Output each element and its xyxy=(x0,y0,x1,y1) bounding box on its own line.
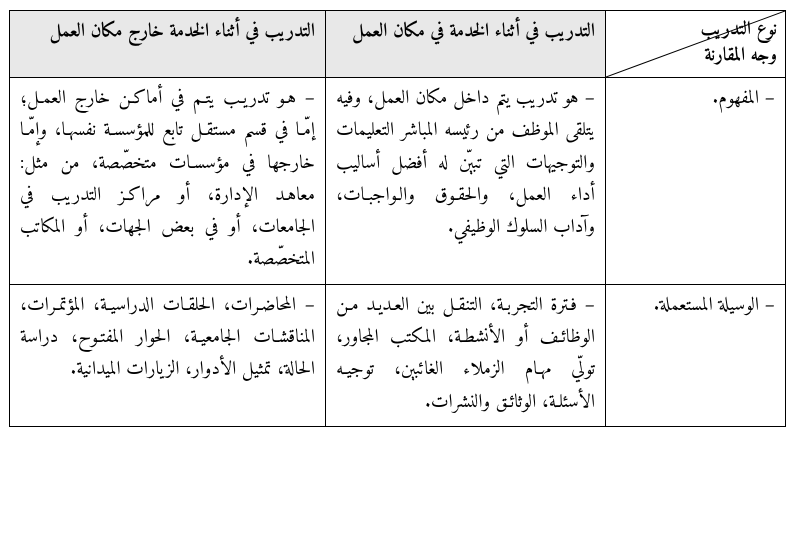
header-offjob: التدريب في أثناء الخدمة خارج مكان العمل xyxy=(10,11,326,78)
header-row: نوع التدريب وجه المقارنة التدريب في أثنا… xyxy=(10,11,786,78)
table-row: – المفهوم. – هو تدريب يتم داخل مكان العم… xyxy=(10,78,786,285)
cell-onjob: – فـترة التجربـة، التنقـل بين العـديـد م… xyxy=(326,284,606,426)
cell-offjob: – هـو تدريـب يتـم في أماكـن خارج العمـل؛… xyxy=(10,78,326,285)
diagonal-header-cell: نوع التدريب وجه المقارنة xyxy=(606,11,786,78)
header-onjob: التدريب في أثناء الخدمة في مكان العمل xyxy=(326,11,606,78)
comparison-table: نوع التدريب وجه المقارنة التدريب في أثنا… xyxy=(9,10,786,427)
header-comparison-aspect: وجه المقارنة xyxy=(704,41,777,73)
cell-onjob: – هو تدريب يتم داخل مكان العمل، وفيه يتل… xyxy=(326,78,606,285)
row-label: – الوسيلة المستعملة. xyxy=(606,284,786,426)
table-row: – الوسيلة المستعملة. – فـترة التجربـة، ا… xyxy=(10,284,786,426)
row-label: – المفهوم. xyxy=(606,78,786,285)
cell-offjob: – المحاضـرات، الحلقـات الدراسيـة، المؤتم… xyxy=(10,284,326,426)
